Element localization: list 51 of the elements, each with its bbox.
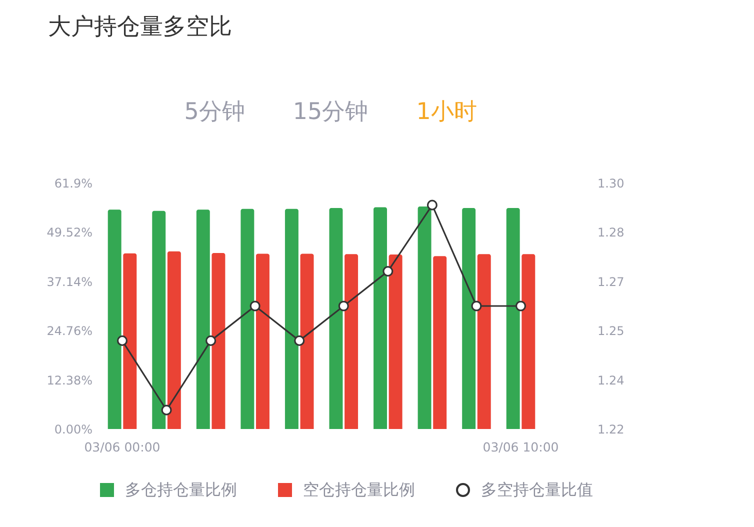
bar — [196, 210, 210, 429]
bar — [123, 253, 137, 429]
point — [426, 200, 438, 210]
y2-tick-label: 1.24 — [598, 373, 624, 388]
bar — [300, 254, 314, 429]
bar — [108, 210, 122, 429]
bar — [433, 256, 447, 429]
bar — [167, 251, 181, 429]
text: 5分钟 — [184, 99, 245, 125]
point — [382, 266, 394, 277]
y2-tick-label: 1.27 — [598, 274, 624, 289]
y-tick-label: 37.14% — [46, 274, 92, 289]
y-tick-label: 49.52% — [46, 226, 92, 240]
bar — [506, 208, 520, 429]
bar — [374, 207, 387, 429]
y2-tick-label: 1.25 — [598, 324, 624, 338]
y2-tick-label: 1.30 — [598, 176, 624, 190]
bar — [240, 208, 254, 429]
bar — [477, 254, 491, 429]
point — [338, 300, 349, 312]
y-tick-label: 61.9% — [54, 176, 92, 190]
point — [116, 335, 128, 346]
y-tick-label: 12.38% — [46, 373, 92, 388]
bar — [522, 254, 536, 429]
bar — [418, 206, 432, 429]
bar — [388, 254, 402, 429]
bar — [256, 254, 270, 429]
bar — [212, 252, 226, 429]
legend-label: 多仓持仓量比例 — [125, 480, 237, 499]
point — [161, 404, 172, 416]
point — [515, 300, 526, 312]
point — [206, 335, 216, 346]
legend-label: 多空持仓量比值 — [481, 480, 593, 499]
text: 15分钟 — [292, 99, 368, 125]
bar — [284, 208, 298, 429]
y2-tick-label: 1.28 — [598, 226, 624, 240]
text: 1小时 — [416, 99, 477, 125]
x-tick-label: 03/06 00:00 — [84, 440, 160, 454]
point — [471, 300, 482, 312]
y-tick-label: 0.00% — [54, 422, 92, 436]
y-tick-label: 24.76% — [46, 324, 92, 338]
legend-label: 空仓持仓量比例 — [303, 480, 415, 499]
bar — [462, 208, 476, 429]
x-tick-label: 03/06 10:00 — [482, 440, 559, 454]
chart-title: 大户持仓量多空比 — [48, 14, 232, 40]
bar — [329, 208, 343, 429]
y2-tick-label: 1.22 — [598, 422, 624, 436]
bar — [344, 254, 358, 429]
point — [250, 300, 260, 312]
bar — [152, 210, 166, 429]
point — [294, 335, 305, 346]
